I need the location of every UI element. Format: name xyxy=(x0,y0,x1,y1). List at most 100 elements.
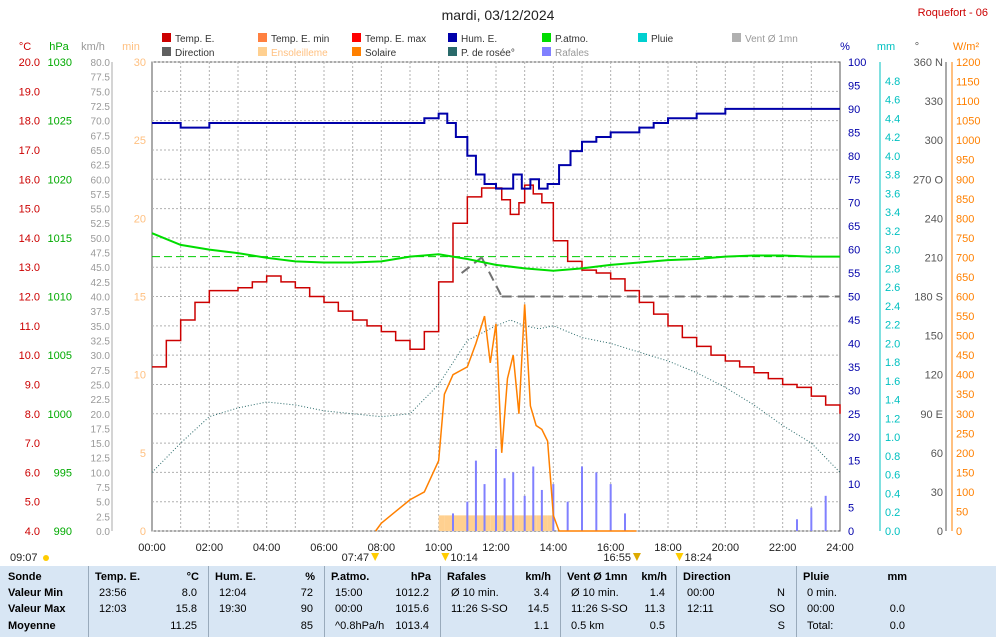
stats-cell-value: S xyxy=(777,620,785,632)
legend-label: Hum. E. xyxy=(461,34,497,45)
wind-axis-unit: km/h xyxy=(81,41,105,53)
temp-tick-label: 15.0 xyxy=(19,204,40,216)
hum-tick-label: 75 xyxy=(848,174,860,186)
solar-tick-label: 0 xyxy=(956,526,962,538)
stats-cell-value: 15.8 xyxy=(175,603,197,615)
sun-tick-label: 10 xyxy=(134,370,146,382)
rain-tick-label: 4.6 xyxy=(885,95,900,107)
stats-cell-value: N xyxy=(777,587,785,599)
wind-tick-label: 70.0 xyxy=(91,117,111,128)
rain-tick-label: 0.2 xyxy=(885,507,900,519)
wind-tick-label: 67.5 xyxy=(91,131,111,142)
dir-tick-label: 0 xyxy=(937,526,943,538)
wind-tick-label: 60.0 xyxy=(91,175,111,186)
press-axis-unit: hPa xyxy=(49,41,69,53)
stats-cell-value: 72 xyxy=(300,587,313,599)
stats-col-header: Temp. E. xyxy=(95,571,141,583)
hum-tick-label: 85 xyxy=(848,127,860,139)
solar-tick-label: 650 xyxy=(956,272,974,284)
rain-tick-label: 1.2 xyxy=(885,413,900,425)
wind-tick-label: 55.0 xyxy=(91,205,111,216)
rain-tick-label: 0.8 xyxy=(885,451,900,463)
wind-tick-label: 35.0 xyxy=(91,322,111,333)
dir-tick-label: 330 xyxy=(925,96,943,108)
solar-tick-label: 200 xyxy=(956,448,974,460)
stats-cell-value: 1.4 xyxy=(649,587,665,599)
hum-tick-label: 0 xyxy=(848,526,854,538)
rain-tick-label: 3.2 xyxy=(885,226,900,238)
series-line-temp-e- xyxy=(152,184,841,414)
sunshine-bar xyxy=(513,515,519,531)
rain-tick-label: 0.4 xyxy=(885,488,900,500)
solar-tick-label: 1000 xyxy=(956,135,980,147)
legend-swatch xyxy=(542,47,551,56)
sunshine-bar xyxy=(536,515,542,531)
stats-cell-label: 00:00 xyxy=(335,603,363,615)
sun-tick-label: 5 xyxy=(140,448,146,460)
temp-tick-label: 4.0 xyxy=(25,526,40,538)
wind-tick-label: 5.0 xyxy=(96,498,110,509)
stats-cell-label: 12:03 xyxy=(99,603,127,615)
wind-tick-label: 0.0 xyxy=(96,527,110,538)
stats-cell-value: 8.0 xyxy=(181,587,197,599)
wind-tick-label: 45.0 xyxy=(91,263,111,274)
stats-column: Vent Ø 1mn km/h Ø 10 min. 1.4 11:26 S-SO 11.3… xyxy=(560,566,673,637)
x-tick-label: 04:00 xyxy=(253,542,281,554)
stats-col-unit: mm xyxy=(887,571,907,583)
sun-tick-label: 20 xyxy=(134,213,146,225)
stats-cell-value: 90 xyxy=(300,603,313,615)
rain-tick-label: 0.0 xyxy=(885,526,900,538)
x-tick-label: 24:00 xyxy=(826,542,854,554)
hum-tick-label: 55 xyxy=(848,268,860,280)
stats-column: Pluie mm 0 min. 00:00 0.0 Total: 0.0 xyxy=(796,566,913,637)
stats-column: Temp. E. °C 23:56 8.0 12:03 15.8 11.25 xyxy=(88,566,205,637)
legend-label: Ensoleilleme xyxy=(271,48,328,59)
wind-tick-label: 25.0 xyxy=(91,380,111,391)
solar-tick-label: 50 xyxy=(956,506,968,518)
press-tick-label: 1030 xyxy=(48,57,72,69)
temp-tick-label: 11.0 xyxy=(19,321,40,333)
stats-cell-label: 19:30 xyxy=(219,603,247,615)
legend-label: Temp. E. xyxy=(175,34,214,45)
x-tick-label: 14:00 xyxy=(540,542,568,554)
wind-tick-label: 77.5 xyxy=(91,73,111,84)
hum-tick-label: 10 xyxy=(848,479,860,491)
wind-tick-label: 17.5 xyxy=(91,424,111,435)
solar-tick-label: 750 xyxy=(956,233,974,245)
series-line-p-atmo- xyxy=(151,232,840,272)
stats-col-header: Pluie xyxy=(803,571,830,583)
solar-tick-label: 1200 xyxy=(956,57,980,69)
x-tick-label: 10:00 xyxy=(425,542,453,554)
stats-cell-label: 0 min. xyxy=(807,587,837,599)
hum-tick-label: 30 xyxy=(848,385,860,397)
wind-tick-label: 65.0 xyxy=(91,146,111,157)
dir-tick-label: 360 N xyxy=(914,57,943,69)
dir-tick-label: 120 xyxy=(925,370,943,382)
solar-tick-label: 1150 xyxy=(956,77,980,89)
temp-tick-label: 19.0 xyxy=(19,86,40,98)
hum-tick-label: 45 xyxy=(848,315,860,327)
stats-col-header: Hum. E. xyxy=(215,571,256,583)
legend-swatch xyxy=(542,33,551,42)
press-tick-label: 990 xyxy=(54,526,72,538)
solar-tick-label: 700 xyxy=(956,252,974,264)
rain-tick-label: 2.2 xyxy=(885,320,900,332)
stats-cell-value: 1013.4 xyxy=(395,620,429,632)
stats-cell-value: 85 xyxy=(300,620,313,632)
sunshine-bar xyxy=(475,515,485,531)
legend-label: Vent Ø 1mn xyxy=(745,34,798,45)
wind-tick-label: 47.5 xyxy=(91,249,111,260)
direction-segment xyxy=(460,256,483,274)
solar-tick-label: 250 xyxy=(956,428,974,440)
rain-tick-label: 1.6 xyxy=(885,376,900,388)
moon-icon xyxy=(441,553,450,561)
wind-tick-label: 2.5 xyxy=(96,512,110,523)
stats-cell-value: 1.1 xyxy=(533,620,549,632)
press-tick-label: 1025 xyxy=(48,116,72,128)
legend-swatch xyxy=(162,33,171,42)
x-tick-label: 12:00 xyxy=(482,542,510,554)
temp-tick-label: 5.0 xyxy=(25,497,40,509)
temp-tick-label: 18.0 xyxy=(19,116,40,128)
dir-tick-label: 30 xyxy=(931,487,943,499)
temp-tick-label: 7.0 xyxy=(25,438,40,450)
